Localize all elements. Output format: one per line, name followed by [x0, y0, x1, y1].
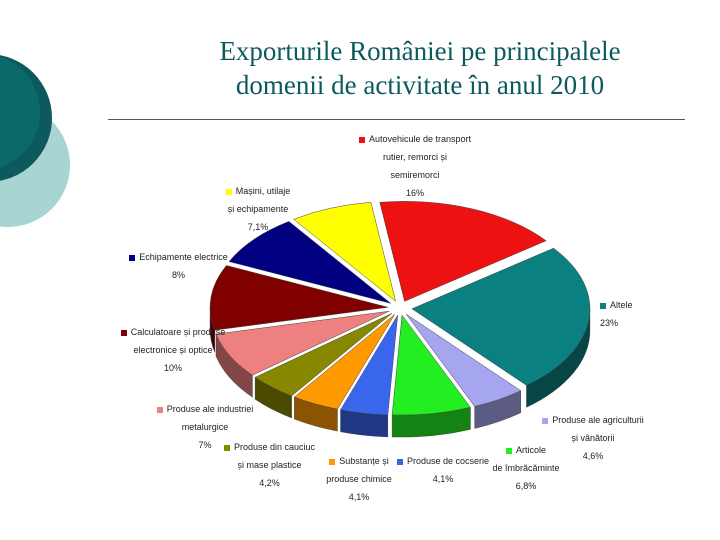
slice-label: Substanțe și produse chimice 4,1% — [314, 452, 404, 506]
slice-label-line: de îmbrăcăminte — [476, 459, 576, 477]
pie-slice — [379, 201, 547, 302]
page-title: Exporturile României pe principalele dom… — [120, 34, 720, 102]
slice-value-label: 7% — [198, 440, 212, 450]
pie-slice — [406, 313, 522, 407]
legend-swatch — [600, 302, 606, 309]
slice-label-text: și vânătorii — [571, 433, 615, 443]
slice-label-text: metalurgice — [181, 422, 229, 432]
pie-sides — [209, 307, 591, 438]
slice-value-label: 4,6% — [582, 451, 604, 461]
pie-slice — [228, 221, 391, 304]
slice-label-line: Echipamente electrice — [126, 248, 231, 266]
pie-slice — [293, 202, 397, 302]
slice-label: Produse din cauciuc și mase plastice 4,2% — [222, 438, 317, 492]
slice-label-text: de îmbrăcăminte — [492, 463, 560, 473]
slice-label-text: Substanțe și — [339, 456, 389, 466]
slice-label-text: produse chimice — [326, 474, 392, 484]
slice-value-label: 4,1% — [348, 492, 370, 502]
slice-value-label: 10% — [163, 363, 182, 373]
legend-swatch — [396, 458, 403, 465]
legend-swatch — [223, 444, 230, 451]
slice-label-line: Produse ale industriei — [150, 400, 260, 418]
slice-label-line: Substanțe și — [314, 452, 404, 470]
slice-label-text: Autovehicule de transport — [368, 134, 472, 144]
slice-label: Autovehicule de transport rutier, remorci… — [345, 130, 485, 202]
slice-label-text: Articole — [515, 445, 546, 455]
legend-swatch — [225, 188, 232, 195]
slice-label-line: Calculatoare și produse — [113, 323, 233, 341]
slice-label-text: Produse de cocserie — [406, 456, 490, 466]
slice-label-line: Produse din cauciuc — [222, 438, 317, 456]
pie-slice — [411, 247, 591, 386]
slice-label-line: rutier, remorci și — [345, 148, 485, 166]
slice-label: Produse ale industriei metalurgice 7% — [150, 400, 260, 454]
legend-swatch — [329, 458, 336, 465]
title-divider — [108, 119, 685, 120]
pie-slice — [391, 314, 471, 416]
slice-label-text: electronice și optice — [133, 345, 213, 355]
slice-value-label: 6,8% — [515, 481, 537, 491]
slide-decoration — [0, 55, 70, 227]
slice-value-label: 8% — [171, 270, 185, 280]
slice-label-line: Autovehicule de transport — [345, 130, 485, 148]
slice-label: Calculatoare și produse electronice și op… — [113, 323, 233, 377]
legend-swatch — [505, 447, 512, 454]
slice-value-label: 16% — [405, 188, 424, 198]
slice-value-label: 4,1% — [432, 474, 454, 484]
legend-swatch — [358, 136, 365, 143]
slice-label-text: și mase plastice — [237, 460, 302, 470]
slice-label-text: Altele — [610, 300, 633, 310]
slice-label-line: Mașini, utilaje — [218, 182, 298, 200]
slice-value-label: 4,2% — [259, 478, 280, 488]
slice-label-line: Articole — [476, 441, 576, 459]
slice-label-line: și mase plastice — [222, 456, 317, 474]
pie-slice — [340, 314, 398, 416]
slice-label-line: semiremorci — [345, 166, 485, 184]
slice-label-text: și echipamente — [227, 204, 289, 214]
slice-label-line: Altele — [600, 296, 633, 314]
slice-label: Articole de îmbrăcăminte 6,8% — [476, 441, 576, 495]
slice-label-text: Produse din cauciuc — [233, 442, 316, 452]
slice-label-line: și echipamente — [218, 200, 298, 218]
legend-swatch — [542, 417, 549, 424]
slice-label-text: Produse ale industriei — [166, 404, 254, 414]
slice-value-label: 23% — [600, 318, 619, 328]
slice-label: Altele 23% — [600, 296, 633, 332]
slice-label: Mașini, utilaje și echipamente 7,1% — [218, 182, 298, 236]
slice-label-text: Mașini, utilaje — [235, 186, 291, 196]
pie-tops — [209, 201, 591, 416]
slice-label-line: produse chimice — [314, 470, 404, 488]
slice-label-line: Produse ale agriculturii — [538, 411, 648, 429]
slice-label-line: metalurgice — [150, 418, 260, 436]
slice-label-text: Produse ale agriculturii — [552, 415, 644, 425]
slice-label: Echipamente electrice 8% — [126, 248, 231, 284]
legend-swatch — [120, 329, 127, 336]
slice-label: Produse de cocserie 4,1% — [393, 452, 493, 488]
legend-swatch — [156, 406, 163, 413]
pie-slice — [254, 313, 393, 397]
slice-label-text: Echipamente electrice — [139, 252, 228, 262]
pie-slice — [293, 314, 395, 410]
slice-label: Produse ale agriculturii și vânătorii 4,6% — [538, 411, 648, 465]
slice-label-text: semiremorci — [390, 170, 440, 180]
title-line-1: Exporturile României pe principalele — [219, 36, 621, 66]
slice-label-line: și vânătorii — [538, 429, 648, 447]
slice-label-text: Calculatoare și produse — [130, 327, 226, 337]
slice-label-line: Produse de cocserie — [393, 452, 493, 470]
slice-label-text: rutier, remorci și — [382, 152, 447, 162]
slice-value-label: 7,1% — [247, 222, 269, 232]
legend-swatch — [129, 254, 136, 261]
pie-slice — [209, 265, 389, 331]
slice-label-line: electronice și optice — [113, 341, 233, 359]
pie-slice — [215, 310, 390, 376]
decor-circle-inner — [0, 56, 40, 168]
title-line-2: domenii de activitate în anul 2010 — [235, 70, 605, 100]
